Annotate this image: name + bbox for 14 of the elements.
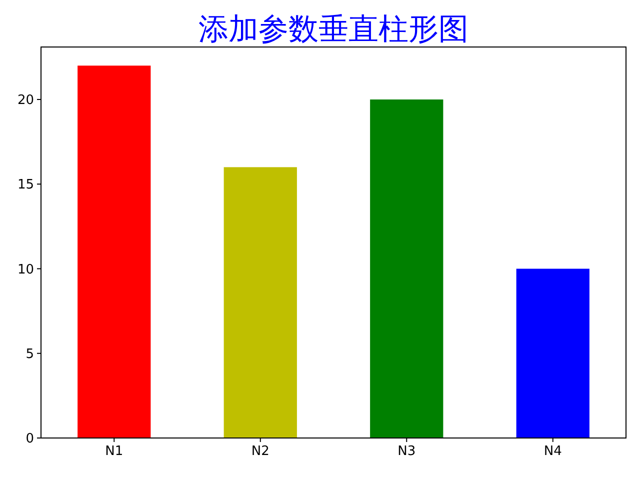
y-tick-label: 5 <box>26 346 34 362</box>
x-tick-label: N3 <box>398 444 416 459</box>
chart-title: 添加参数垂直柱形图 <box>198 12 468 47</box>
bar <box>78 66 151 438</box>
y-tick-label: 0 <box>26 432 34 447</box>
bar <box>516 268 590 438</box>
x-tick-label: N4 <box>544 444 562 459</box>
bar <box>370 99 444 438</box>
y-tick-label: 10 <box>17 262 34 278</box>
x-tick-label: N2 <box>251 444 270 459</box>
bar <box>224 167 297 438</box>
y-tick-label: 15 <box>17 178 34 193</box>
x-tick-label: N1 <box>105 444 124 459</box>
y-tick-label: 20 <box>17 93 34 108</box>
